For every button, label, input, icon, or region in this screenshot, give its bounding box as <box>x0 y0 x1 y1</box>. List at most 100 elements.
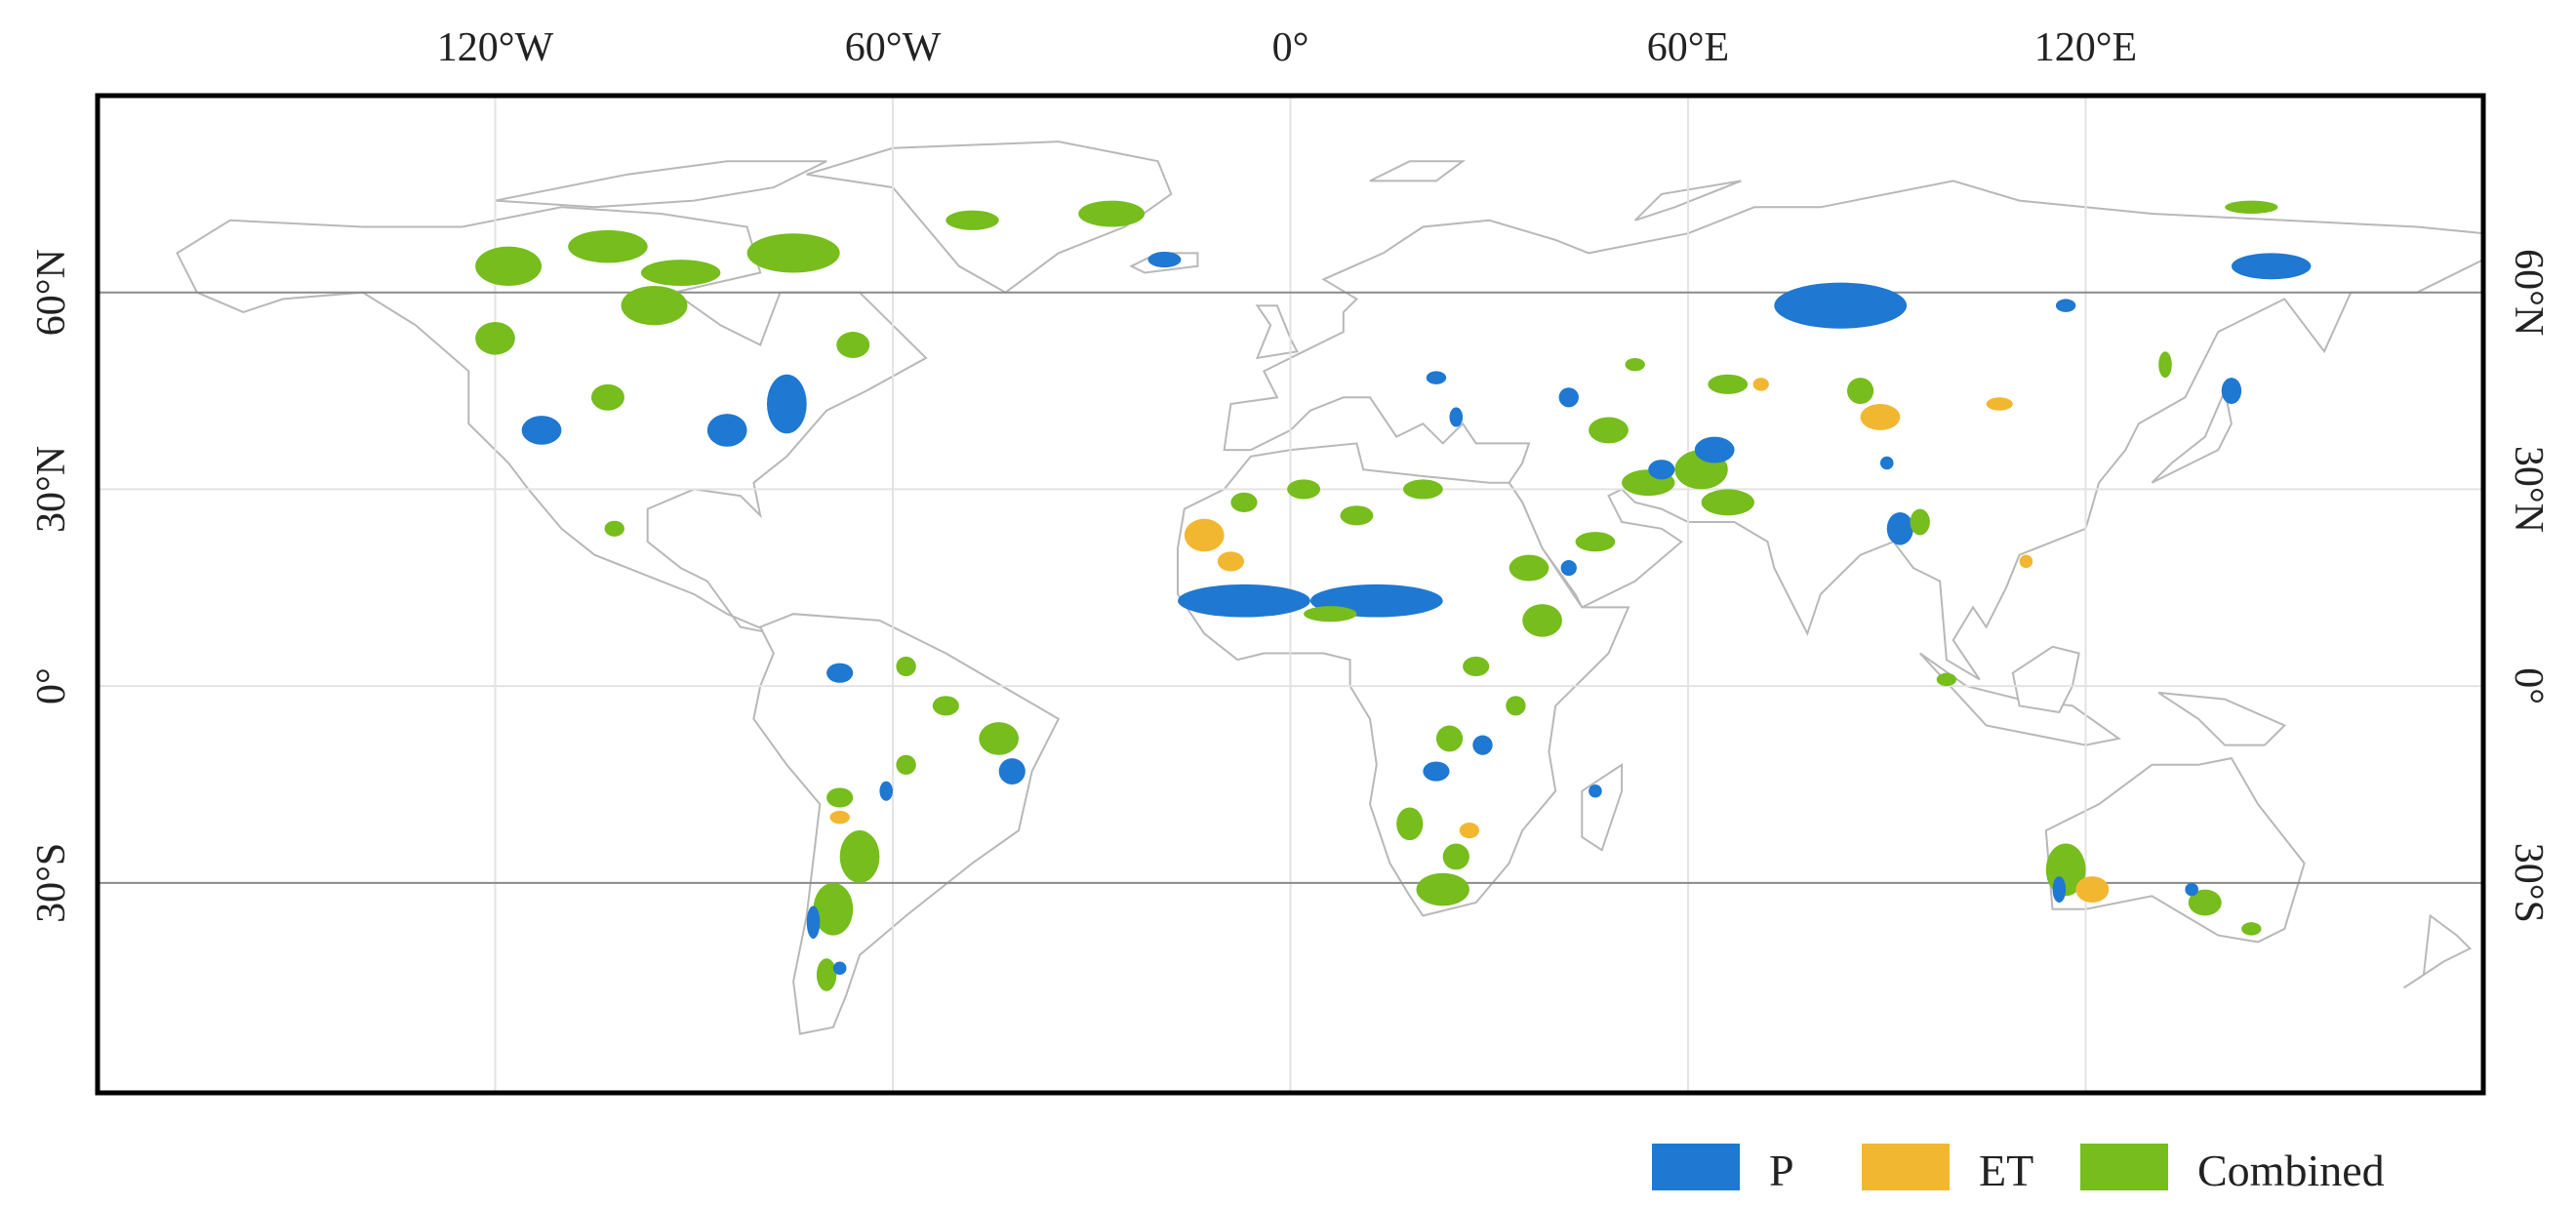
land-eurasia <box>1223 180 2484 681</box>
legend-label-p: P <box>1769 1146 1794 1195</box>
region-et <box>1860 404 1901 430</box>
lat-tick-label-left: 60°N <box>29 249 74 336</box>
map-frame <box>95 93 2486 1096</box>
region-combined <box>946 210 999 230</box>
region-et <box>829 810 850 825</box>
lon-tick-label: 120°E <box>2034 25 2137 70</box>
region-et <box>1986 397 2013 411</box>
region-p <box>806 905 821 939</box>
legend-swatch-et <box>1862 1144 1950 1190</box>
legend-label-et: ET <box>1979 1146 2033 1195</box>
region-combined <box>1589 417 1629 444</box>
region-p <box>1423 761 1450 782</box>
land-australia <box>2044 756 2306 944</box>
region-p <box>1472 735 1493 755</box>
region-et <box>1184 518 1225 552</box>
region-p <box>1426 371 1447 384</box>
region-p <box>1178 583 1310 618</box>
region-combined <box>621 285 688 326</box>
land-new-zealand <box>2402 913 2473 989</box>
legend-label-combined: Combined <box>2197 1146 2385 1195</box>
region-combined <box>604 520 624 537</box>
region-combined <box>896 754 916 775</box>
lon-tick-label: 120°W <box>437 25 554 70</box>
tick-labels: 120°W 60°W 0° 60°E 120°E 60°N 60°N 30°N 30°N 0° 0°… <box>29 25 2551 923</box>
region-combined <box>2158 351 2172 379</box>
region-combined <box>979 722 1020 755</box>
region-et <box>1459 822 1480 839</box>
region-p <box>706 414 747 447</box>
region-p <box>1774 282 1908 329</box>
region-combined <box>1340 505 1374 526</box>
lat-tick-label-right: 30°S <box>2506 843 2551 923</box>
region-combined <box>1287 479 1321 500</box>
region-p <box>998 758 1026 785</box>
region-layer <box>475 200 2312 991</box>
region-combined <box>816 958 837 991</box>
lat-tick-label-left: 30°N <box>29 446 74 533</box>
region-et <box>2019 554 2033 569</box>
region-combined <box>1442 843 1469 870</box>
region-p <box>1449 407 1464 427</box>
region-p <box>1560 560 1577 577</box>
legend-swatch-combined <box>2080 1144 2168 1190</box>
lon-tick-label: 60°E <box>1647 25 1729 70</box>
region-combined <box>1910 508 1930 536</box>
region-combined <box>1435 725 1464 752</box>
region-p <box>1589 784 1602 798</box>
region-p <box>832 961 847 975</box>
region-p <box>2055 299 2076 312</box>
region-combined <box>1708 374 1749 394</box>
lat-tick-label-right: 30°N <box>2506 446 2551 533</box>
land-madagascar <box>1581 762 1624 852</box>
region-p <box>1879 456 1894 470</box>
region-combined <box>1575 532 1616 552</box>
region-combined <box>836 332 870 358</box>
lat-tick-label-right: 0° <box>2506 667 2551 704</box>
region-p <box>521 416 562 445</box>
land-borneo <box>2011 645 2080 714</box>
region-combined <box>1847 378 1874 405</box>
region-combined <box>1936 672 1957 687</box>
region-p <box>879 781 893 801</box>
region-combined <box>590 383 624 411</box>
region-combined <box>2225 200 2278 215</box>
land-british-isles <box>1255 304 1299 360</box>
region-combined <box>1625 357 1645 372</box>
lon-tick-label: 60°W <box>845 25 942 70</box>
land-svalbard <box>1369 160 1467 182</box>
lat-tick-label-left: 0° <box>29 667 74 704</box>
region-p <box>1648 460 1675 480</box>
region-p <box>2221 378 2242 405</box>
region-combined <box>826 787 854 808</box>
region-combined <box>640 260 721 286</box>
region-combined <box>1463 656 1490 677</box>
region-combined <box>475 321 515 355</box>
region-p <box>1694 436 1735 463</box>
region-combined <box>1506 696 1526 716</box>
region-combined <box>1402 479 1443 500</box>
lat-tick-label-left: 30°S <box>29 843 74 923</box>
region-combined <box>568 229 648 263</box>
region-combined <box>1522 604 1562 637</box>
region-combined <box>1230 492 1258 512</box>
region-p <box>826 663 854 683</box>
region-combined <box>1396 807 1424 841</box>
land-japan <box>2151 387 2233 484</box>
lat-tick-label-right: 60°N <box>2506 249 2551 336</box>
legend: P ET Combined <box>1652 1144 2385 1195</box>
region-et <box>2075 876 2110 904</box>
region-p <box>2231 253 2312 280</box>
legend-swatch-p <box>1652 1144 1740 1190</box>
region-combined <box>1304 606 1357 623</box>
land-south-america <box>752 613 1061 1035</box>
land-arctic-islands <box>495 160 827 209</box>
region-combined <box>1416 872 1469 906</box>
region-p <box>1147 252 1182 268</box>
region-combined <box>475 246 543 286</box>
region-combined <box>896 656 916 677</box>
region-p <box>1886 511 1913 545</box>
region-combined <box>2241 922 2262 936</box>
region-p <box>1558 387 1579 408</box>
